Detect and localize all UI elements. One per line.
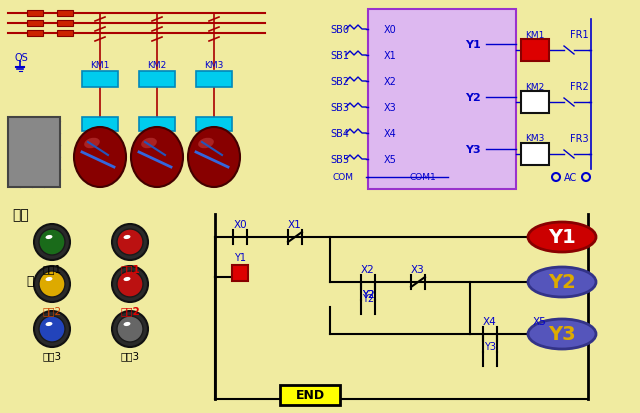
Circle shape [34, 266, 70, 302]
Text: Y3: Y3 [548, 325, 576, 344]
Text: Y1: Y1 [465, 40, 481, 50]
Text: KM2: KM2 [525, 82, 545, 91]
Ellipse shape [124, 322, 131, 326]
Text: 电源: 电源 [12, 207, 29, 221]
Bar [196, 118, 232, 132]
Bar [139, 118, 175, 132]
Text: X3: X3 [411, 264, 425, 274]
Text: Y1: Y1 [548, 228, 576, 247]
Ellipse shape [124, 277, 131, 281]
Text: FR2: FR2 [570, 82, 588, 92]
Bar [27, 11, 43, 17]
Circle shape [112, 224, 148, 260]
Bar [232, 266, 248, 281]
Bar [521, 144, 549, 166]
Ellipse shape [45, 322, 52, 326]
Text: Y2: Y2 [548, 273, 576, 292]
Bar [8, 118, 60, 188]
Ellipse shape [198, 138, 214, 149]
Text: X0: X0 [383, 25, 396, 35]
Text: AC: AC [564, 173, 578, 183]
Text: 停止1: 停止1 [120, 263, 140, 273]
Ellipse shape [124, 235, 131, 240]
Text: SB5: SB5 [330, 154, 349, 165]
Text: END: END [296, 389, 324, 401]
Bar [139, 72, 175, 88]
Circle shape [117, 271, 143, 297]
Text: SB1: SB1 [330, 51, 349, 61]
Text: SB0: SB0 [330, 25, 349, 35]
Ellipse shape [45, 235, 52, 240]
Bar [82, 72, 118, 88]
Text: KM1: KM1 [90, 60, 109, 69]
Circle shape [552, 173, 560, 182]
Text: X2: X2 [383, 77, 396, 87]
Text: 启动2: 启动2 [42, 305, 61, 315]
Ellipse shape [528, 319, 596, 349]
Bar [521, 92, 549, 114]
Circle shape [34, 224, 70, 260]
Ellipse shape [74, 128, 126, 188]
Circle shape [112, 311, 148, 347]
Text: KM2: KM2 [147, 60, 166, 69]
Ellipse shape [188, 128, 240, 188]
Text: 停止2: 停止2 [120, 305, 140, 315]
Text: 停止3: 停止3 [120, 350, 140, 360]
Ellipse shape [131, 128, 183, 188]
Text: Y2: Y2 [465, 93, 481, 103]
Text: X1: X1 [383, 51, 396, 61]
Text: X3: X3 [383, 103, 396, 113]
Bar [27, 21, 43, 27]
Text: SB2: SB2 [330, 77, 349, 87]
Bar [82, 118, 118, 132]
Bar [280, 385, 340, 405]
Text: Y2: Y2 [362, 289, 374, 299]
Text: Y1: Y1 [234, 252, 246, 262]
Text: KM3: KM3 [204, 60, 224, 69]
Circle shape [39, 271, 65, 297]
Circle shape [39, 316, 65, 342]
Text: FR1: FR1 [570, 30, 588, 40]
Text: COM1: COM1 [410, 173, 436, 182]
Text: 🔥: 🔥 [26, 275, 34, 288]
Circle shape [39, 230, 65, 255]
Text: 启动3: 启动3 [42, 350, 61, 360]
Text: Y2: Y2 [362, 293, 374, 303]
Circle shape [34, 311, 70, 347]
Bar [521, 40, 549, 62]
Text: Y2: Y2 [362, 289, 374, 299]
Text: KM1: KM1 [525, 31, 545, 39]
Text: X4: X4 [383, 129, 396, 139]
Text: X2: X2 [361, 264, 375, 274]
Ellipse shape [528, 223, 596, 252]
Text: Y3: Y3 [484, 341, 496, 351]
Text: Y3: Y3 [465, 145, 481, 154]
Text: X5: X5 [533, 316, 547, 326]
Bar [368, 10, 516, 190]
Text: FR3: FR3 [570, 134, 588, 144]
Bar [57, 21, 73, 27]
Text: X5: X5 [383, 154, 396, 165]
Bar [57, 11, 73, 17]
Bar [57, 31, 73, 37]
Text: KM3: KM3 [525, 134, 545, 143]
Bar [27, 31, 43, 37]
Bar [196, 72, 232, 88]
Text: X4: X4 [483, 316, 497, 326]
Ellipse shape [528, 267, 596, 297]
Text: SB4: SB4 [330, 129, 349, 139]
Text: QS: QS [14, 53, 28, 63]
Ellipse shape [141, 138, 157, 149]
Circle shape [117, 230, 143, 255]
Circle shape [582, 173, 590, 182]
Text: X0: X0 [233, 219, 247, 230]
Circle shape [117, 316, 143, 342]
Circle shape [112, 266, 148, 302]
Ellipse shape [45, 277, 52, 281]
Text: SB3: SB3 [330, 103, 349, 113]
Text: 启动1: 启动1 [42, 263, 61, 273]
Ellipse shape [84, 138, 100, 149]
Text: COM: COM [333, 173, 353, 182]
Text: X1: X1 [288, 219, 302, 230]
